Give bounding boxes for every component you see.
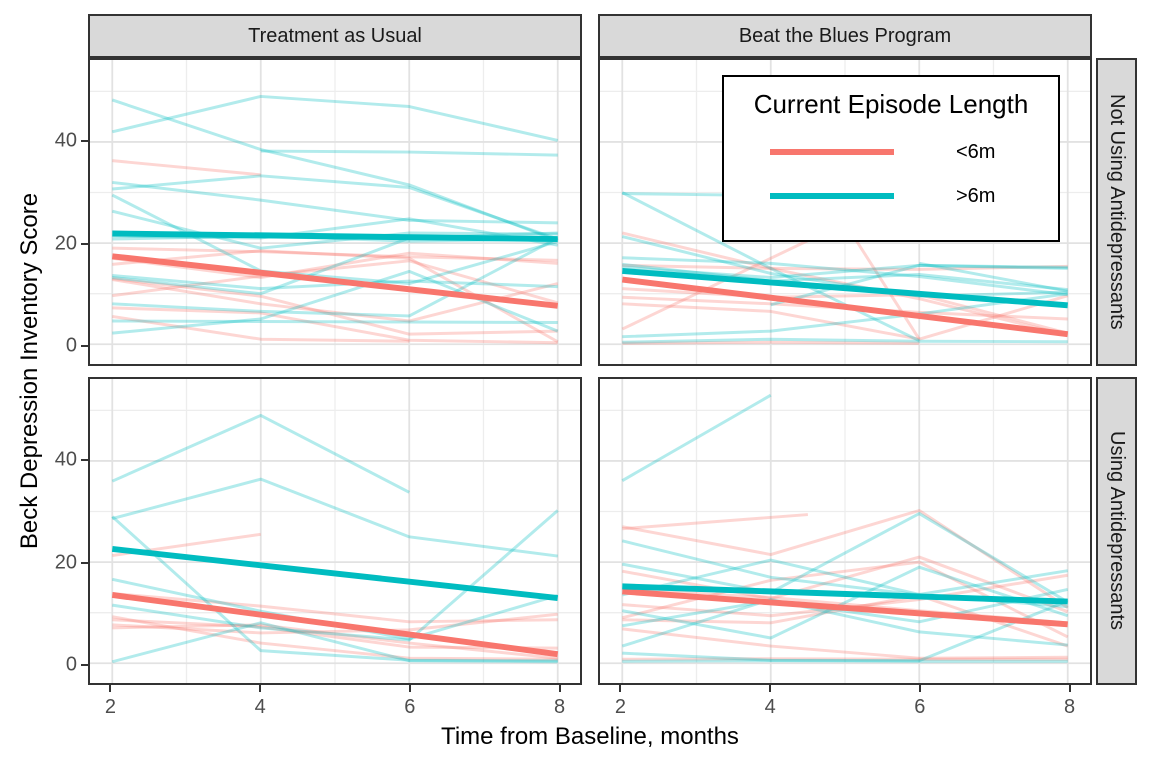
panel-tau-using	[88, 377, 582, 685]
x-tick-label: 8	[1063, 696, 1076, 718]
facet-strip-label: Not Using Antidepressants	[1106, 94, 1128, 330]
y-tick-label: 40	[54, 129, 77, 152]
y-tick-mark	[81, 664, 88, 666]
x-tick-label: 2	[614, 696, 627, 718]
x-tick-mark	[769, 685, 772, 692]
legend-key-line-gt6m	[770, 193, 894, 199]
x-tick-label: 4	[254, 696, 266, 718]
legend-item-label: <6m	[956, 140, 996, 163]
legend-key-line-lt6m	[770, 149, 894, 155]
x-tick-label: 6	[914, 696, 926, 718]
x-tick-label: 8	[553, 696, 566, 718]
y-tick-label: 0	[65, 334, 77, 357]
y-tick-mark	[81, 561, 88, 564]
x-axis-title: Time from Baseline, months	[441, 723, 739, 750]
legend-item-gt6m: >6m	[742, 174, 1040, 218]
lines-canvas-tau_yes	[90, 379, 580, 683]
x-tick-mark	[259, 685, 262, 692]
legend-item-label: >6m	[956, 184, 996, 207]
x-tick-label: 6	[404, 696, 416, 718]
x-tick-mark	[558, 685, 561, 692]
y-tick-mark	[81, 459, 88, 462]
facet-strip-beat-the-blues: Beat the Blues Program	[598, 14, 1092, 58]
x-tick-mark	[1068, 685, 1071, 692]
facet-strip-label: Treatment as Usual	[248, 24, 422, 47]
facet-strip-label: Beat the Blues Program	[738, 24, 952, 47]
y-tick-label: 40	[54, 448, 77, 471]
y-tick-mark	[81, 242, 88, 245]
lines-canvas-btb_yes	[600, 379, 1090, 683]
x-tick-mark	[109, 685, 112, 692]
x-tick-mark	[619, 685, 622, 692]
y-tick-mark	[81, 140, 88, 143]
facet-strip-treatment-as-usual: Treatment as Usual	[88, 14, 582, 58]
lines-canvas-tau_no	[90, 60, 580, 364]
legend-item-lt6m: <6m	[742, 130, 1040, 174]
legend-title: Current Episode Length	[753, 89, 1029, 119]
y-tick-mark	[81, 345, 88, 347]
x-tick-mark	[408, 685, 411, 692]
x-tick-label: 4	[764, 696, 776, 718]
panel-tau-not-using	[88, 58, 582, 366]
y-tick-label: 20	[54, 232, 77, 255]
legend: Current Episode Length <6m >6m	[722, 75, 1060, 242]
panel-btheb-using	[598, 377, 1092, 685]
facet-strip-using-antidepressants: Using Antidepressants	[1096, 377, 1137, 685]
y-tick-label: 20	[54, 551, 77, 574]
facet-strip-label: Using Antidepressants	[1106, 431, 1128, 631]
y-tick-label: 0	[65, 653, 77, 676]
x-tick-mark	[918, 685, 921, 692]
facet-strip-not-using-antidepressants: Not Using Antidepressants	[1096, 58, 1137, 366]
x-tick-label: 2	[104, 696, 117, 718]
y-axis-title: Beck Depression Inventory Score	[16, 192, 43, 550]
